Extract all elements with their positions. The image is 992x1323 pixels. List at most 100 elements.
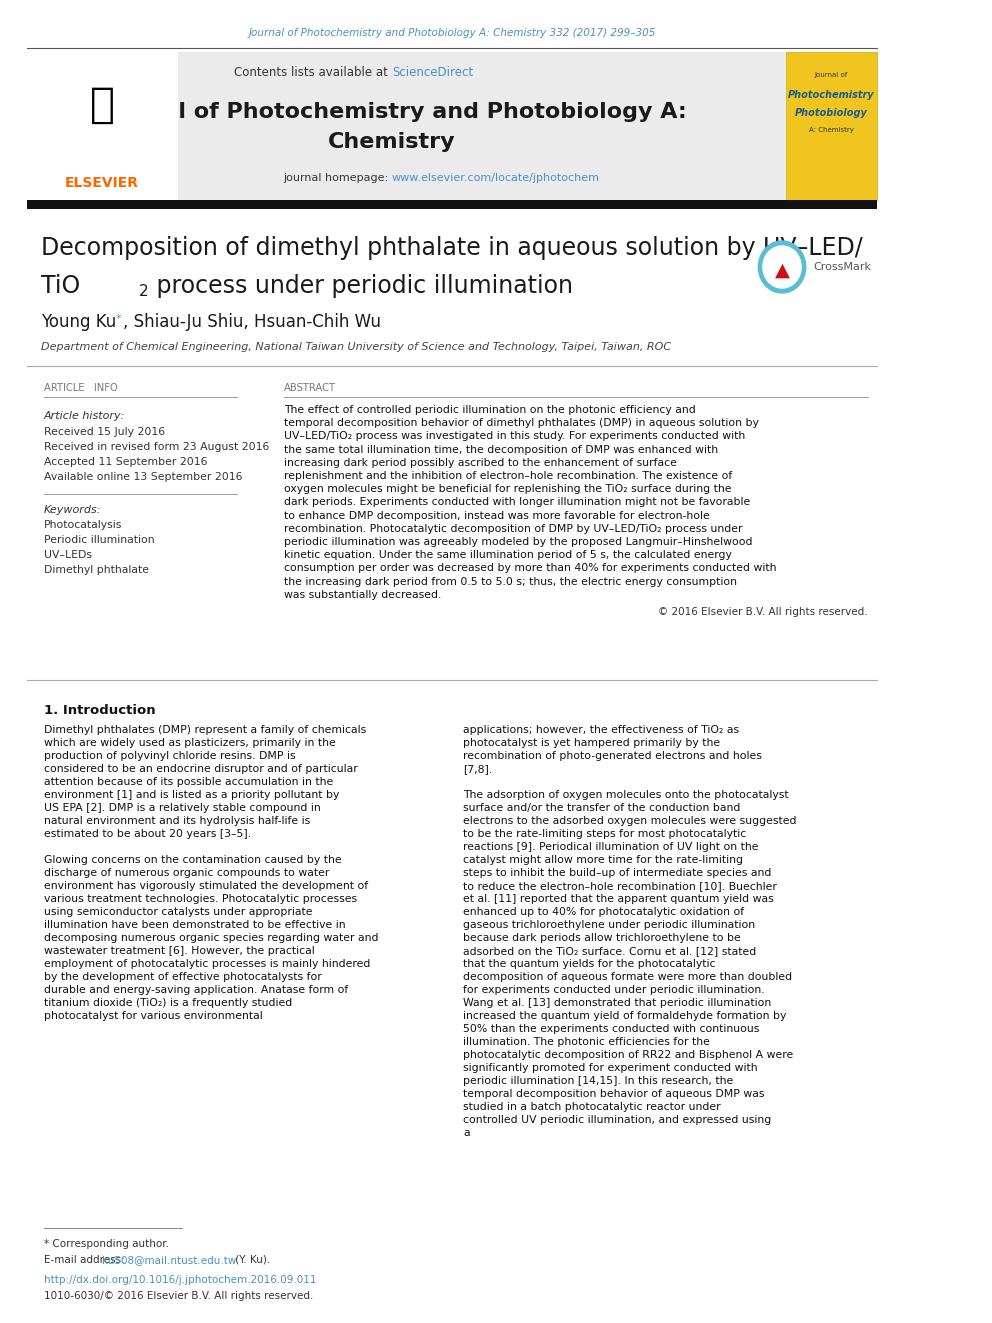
- Bar: [786, 52, 877, 200]
- Text: [7,8].: [7,8].: [463, 763, 492, 774]
- Text: ▲: ▲: [775, 261, 790, 279]
- Text: periodic illumination [14,15]. In this research, the: periodic illumination [14,15]. In this r…: [463, 1076, 733, 1086]
- Text: by the development of effective photocatalysts for: by the development of effective photocat…: [44, 972, 321, 982]
- Text: © 2016 Elsevier B.V. All rights reserved.: © 2016 Elsevier B.V. All rights reserved…: [658, 607, 868, 617]
- Text: Glowing concerns on the contamination caused by the: Glowing concerns on the contamination ca…: [44, 855, 341, 865]
- Text: Periodic illumination: Periodic illumination: [44, 534, 155, 545]
- Text: Chemistry: Chemistry: [328, 132, 455, 152]
- Text: The effect of controlled periodic illumination on the photonic efficiency and: The effect of controlled periodic illumi…: [285, 405, 696, 415]
- Text: replenishment and the inhibition of electron–hole recombination. The existence o: replenishment and the inhibition of elec…: [285, 471, 733, 482]
- Text: 🌿: 🌿: [89, 83, 115, 126]
- Text: for experiments conducted under periodic illumination.: for experiments conducted under periodic…: [463, 986, 765, 995]
- Text: Journal of: Journal of: [814, 71, 848, 78]
- Text: 1010-6030/© 2016 Elsevier B.V. All rights reserved.: 1010-6030/© 2016 Elsevier B.V. All right…: [44, 1291, 313, 1301]
- Text: the same total illumination time, the decomposition of DMP was enhanced with: the same total illumination time, the de…: [285, 445, 718, 455]
- Text: to reduce the electron–hole recombination [10]. Buechler: to reduce the electron–hole recombinatio…: [463, 881, 777, 890]
- Text: gaseous trichloroethylene under periodic illumination: gaseous trichloroethylene under periodic…: [463, 919, 755, 930]
- Text: consumption per order was decreased by more than 40% for experiments conducted w: consumption per order was decreased by m…: [285, 564, 777, 573]
- Text: temporal decomposition behavior of aqueous DMP was: temporal decomposition behavior of aqueo…: [463, 1089, 765, 1099]
- Text: that the quantum yields for the photocatalytic: that the quantum yields for the photocat…: [463, 959, 715, 968]
- Text: Journal of Photochemistry and Photobiology A:: Journal of Photochemistry and Photobiolo…: [97, 102, 686, 122]
- Text: employment of photocatalytic processes is mainly hindered: employment of photocatalytic processes i…: [44, 959, 370, 968]
- Text: to be the rate-limiting steps for most photocatalytic: to be the rate-limiting steps for most p…: [463, 830, 746, 839]
- Text: photocatalytic decomposition of RR22 and Bisphenol A were: photocatalytic decomposition of RR22 and…: [463, 1050, 794, 1060]
- Text: considered to be an endocrine disruptor and of particular: considered to be an endocrine disruptor …: [44, 763, 357, 774]
- Text: Keywords:: Keywords:: [44, 505, 101, 515]
- Text: CrossMark: CrossMark: [813, 262, 871, 273]
- Text: a: a: [463, 1129, 469, 1138]
- Text: attention because of its possible accumulation in the: attention because of its possible accumu…: [44, 777, 333, 787]
- Text: illumination have been demonstrated to be effective in: illumination have been demonstrated to b…: [44, 919, 345, 930]
- Text: environment has vigorously stimulated the development of: environment has vigorously stimulated th…: [44, 881, 368, 890]
- Text: discharge of numerous organic compounds to water: discharge of numerous organic compounds …: [44, 868, 329, 878]
- Text: 1. Introduction: 1. Introduction: [44, 704, 156, 717]
- Text: Young Ku: Young Ku: [41, 314, 116, 331]
- Text: recombination. Photocatalytic decomposition of DMP by UV–LED/TiO₂ process under: recombination. Photocatalytic decomposit…: [285, 524, 743, 533]
- Text: decomposing numerous organic species regarding water and: decomposing numerous organic species reg…: [44, 933, 378, 943]
- Text: temporal decomposition behavior of dimethyl phthalates (DMP) in aqueous solution: temporal decomposition behavior of dimet…: [285, 418, 759, 429]
- Text: Dimethyl phthalate: Dimethyl phthalate: [44, 565, 149, 576]
- Text: because dark periods allow trichloroethylene to be: because dark periods allow trichloroethy…: [463, 933, 741, 943]
- Text: journal homepage:: journal homepage:: [284, 173, 392, 183]
- Text: ELSEVIER: ELSEVIER: [65, 176, 139, 191]
- Text: various treatment technologies. Photocatalytic processes: various treatment technologies. Photocat…: [44, 894, 357, 904]
- Text: natural environment and its hydrolysis half-life is: natural environment and its hydrolysis h…: [44, 816, 310, 826]
- Text: periodic illumination was agreeably modeled by the proposed Langmuir–Hinshelwood: periodic illumination was agreeably mode…: [285, 537, 753, 546]
- Text: Journal of Photochemistry and Photobiology A: Chemistry 332 (2017) 299–305: Journal of Photochemistry and Photobiolo…: [248, 28, 656, 38]
- Text: TiO: TiO: [41, 274, 80, 298]
- Text: dark periods. Experiments conducted with longer illumination might not be favora: dark periods. Experiments conducted with…: [285, 497, 751, 508]
- Text: Article history:: Article history:: [44, 411, 125, 421]
- Bar: [28, 200, 877, 209]
- Bar: [28, 52, 786, 200]
- Text: photocatalyst is yet hampered primarily by the: photocatalyst is yet hampered primarily …: [463, 738, 720, 747]
- Text: US EPA [2]. DMP is a relatively stable compound in: US EPA [2]. DMP is a relatively stable c…: [44, 803, 320, 814]
- Text: catalyst might allow more time for the rate-limiting: catalyst might allow more time for the r…: [463, 855, 743, 865]
- Text: photocatalyst for various environmental: photocatalyst for various environmental: [44, 1011, 263, 1021]
- Text: The adsorption of oxygen molecules onto the photocatalyst: The adsorption of oxygen molecules onto …: [463, 790, 789, 800]
- Text: controlled UV periodic illumination, and expressed using: controlled UV periodic illumination, and…: [463, 1115, 771, 1125]
- Text: * Corresponding author.: * Corresponding author.: [44, 1240, 169, 1249]
- Text: Dimethyl phthalates (DMP) represent a family of chemicals: Dimethyl phthalates (DMP) represent a fa…: [44, 725, 366, 736]
- Text: Department of Chemical Engineering, National Taiwan University of Science and Te: Department of Chemical Engineering, Nati…: [41, 343, 672, 352]
- Text: titanium dioxide (TiO₂) is a frequently studied: titanium dioxide (TiO₂) is a frequently …: [44, 998, 292, 1008]
- Text: durable and energy-saving application. Anatase form of: durable and energy-saving application. A…: [44, 986, 348, 995]
- Text: ARTICLE   INFO: ARTICLE INFO: [44, 382, 117, 393]
- Text: production of polyvinyl chloride resins. DMP is: production of polyvinyl chloride resins.…: [44, 751, 296, 761]
- Text: Wang et al. [13] demonstrated that periodic illumination: Wang et al. [13] demonstrated that perio…: [463, 998, 771, 1008]
- Text: electrons to the adsorbed oxygen molecules were suggested: electrons to the adsorbed oxygen molecul…: [463, 816, 797, 826]
- Text: ScienceDirect: ScienceDirect: [392, 66, 473, 78]
- Text: studied in a batch photocatalytic reactor under: studied in a batch photocatalytic reacto…: [463, 1102, 720, 1113]
- Text: steps to inhibit the build–up of intermediate species and: steps to inhibit the build–up of interme…: [463, 868, 772, 878]
- Text: ABSTRACT: ABSTRACT: [285, 382, 336, 393]
- Text: adsorbed on the TiO₂ surface. Cornu et al. [12] stated: adsorbed on the TiO₂ surface. Cornu et a…: [463, 946, 756, 957]
- Text: using semiconductor catalysts under appropriate: using semiconductor catalysts under appr…: [44, 908, 312, 917]
- Text: E-mail address:: E-mail address:: [44, 1256, 128, 1265]
- Text: A: Chemistry: A: Chemistry: [808, 127, 854, 134]
- Text: 50% than the experiments conducted with continuous: 50% than the experiments conducted with …: [463, 1024, 760, 1035]
- Text: *: *: [116, 314, 121, 324]
- Text: was substantially decreased.: was substantially decreased.: [285, 590, 441, 599]
- Text: et al. [11] reported that the apparent quantum yield was: et al. [11] reported that the apparent q…: [463, 894, 774, 904]
- Circle shape: [758, 241, 806, 292]
- Text: recombination of photo-generated electrons and holes: recombination of photo-generated electro…: [463, 751, 762, 761]
- Text: oxygen molecules might be beneficial for replenishing the TiO₂ surface during th: oxygen molecules might be beneficial for…: [285, 484, 732, 495]
- Text: kinetic equation. Under the same illumination period of 5 s, the calculated ener: kinetic equation. Under the same illumin…: [285, 550, 732, 560]
- Text: Received in revised form 23 August 2016: Received in revised form 23 August 2016: [44, 442, 269, 452]
- Text: , Shiau-Ju Shiu, Hsuan-Chih Wu: , Shiau-Ju Shiu, Hsuan-Chih Wu: [123, 314, 381, 331]
- Text: 2: 2: [139, 284, 148, 299]
- Text: reactions [9]. Periodical illumination of UV light on the: reactions [9]. Periodical illumination o…: [463, 841, 759, 852]
- Text: estimated to be about 20 years [3–5].: estimated to be about 20 years [3–5].: [44, 830, 251, 839]
- Text: Accepted 11 September 2016: Accepted 11 September 2016: [44, 456, 207, 467]
- Bar: [28, 52, 178, 200]
- Text: decomposition of aqueous formate were more than doubled: decomposition of aqueous formate were mo…: [463, 972, 793, 982]
- Text: http://dx.doi.org/10.1016/j.jphotochem.2016.09.011: http://dx.doi.org/10.1016/j.jphotochem.2…: [44, 1275, 316, 1285]
- Text: process under periodic illumination: process under periodic illumination: [149, 274, 572, 298]
- Text: the increasing dark period from 0.5 to 5.0 s; thus, the electric energy consumpt: the increasing dark period from 0.5 to 5…: [285, 577, 737, 586]
- Text: surface and/or the transfer of the conduction band: surface and/or the transfer of the condu…: [463, 803, 740, 814]
- Text: which are widely used as plasticizers, primarily in the: which are widely used as plasticizers, p…: [44, 738, 335, 747]
- Text: Photochemistry: Photochemistry: [788, 90, 875, 101]
- Text: to enhance DMP decomposition, instead was more favorable for electron-hole: to enhance DMP decomposition, instead wa…: [285, 511, 710, 520]
- Text: Received 15 July 2016: Received 15 July 2016: [44, 427, 165, 437]
- Text: (Y. Ku).: (Y. Ku).: [232, 1256, 271, 1265]
- Text: increased the quantum yield of formaldehyde formation by: increased the quantum yield of formaldeh…: [463, 1011, 787, 1021]
